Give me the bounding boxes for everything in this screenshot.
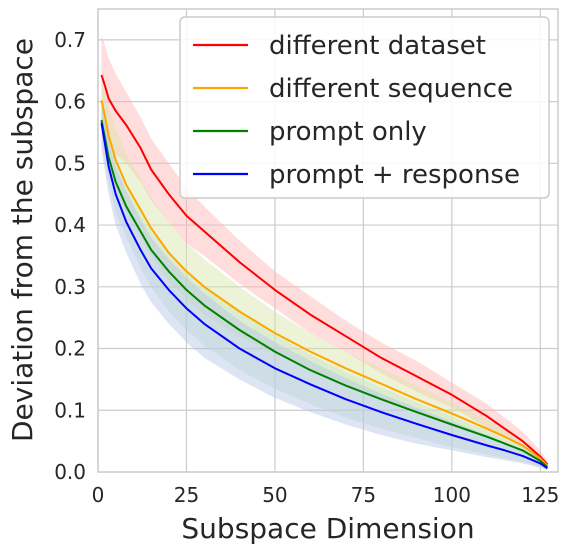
series-line-3 xyxy=(100,123,548,470)
x-tick-label: 0 xyxy=(92,483,105,507)
legend-label-2: prompt only xyxy=(269,117,427,147)
y-tick-labels: 0.0 0.1 0.2 0.3 0.4 0.5 0.6 0.7 xyxy=(54,28,86,484)
legend-label-3: prompt + response xyxy=(269,160,520,190)
legend-label-1: different sequence xyxy=(269,74,513,104)
y-axis-label: Deviation from the subspace xyxy=(6,38,39,442)
series-band-2 xyxy=(101,101,548,470)
series-band-1 xyxy=(101,76,548,468)
x-axis-label: Subspace Dimension xyxy=(181,512,474,545)
y-tick-label: 0.4 xyxy=(54,213,86,237)
y-tick-label: 0.0 xyxy=(54,460,86,484)
series-line-1 xyxy=(100,100,549,467)
y-tick-label: 0.5 xyxy=(54,151,86,175)
legend: different dataset different sequence promp… xyxy=(179,16,550,199)
x-tick-label: 125 xyxy=(521,483,559,507)
x-tick-label: 100 xyxy=(433,483,471,507)
series-band-3 xyxy=(101,104,548,471)
x-tick-label: 25 xyxy=(174,483,199,507)
series-line-2 xyxy=(100,119,549,468)
plot-frame xyxy=(97,8,559,473)
x-tick-label: 50 xyxy=(262,483,287,507)
confidence-bands xyxy=(101,33,548,471)
y-tick-label: 0.2 xyxy=(54,337,86,361)
y-tick-label: 0.3 xyxy=(54,275,86,299)
y-tick-label: 0.1 xyxy=(54,398,86,422)
x-tick-labels: 0 25 50 75 100 125 xyxy=(92,483,560,507)
legend-label-0: different dataset xyxy=(269,31,486,61)
y-tick-label: 0.7 xyxy=(54,28,86,52)
series-lines xyxy=(100,74,549,470)
series-line-0 xyxy=(100,74,549,466)
x-tick-label: 75 xyxy=(351,483,376,507)
series-band-0 xyxy=(101,33,548,468)
y-tick-label: 0.6 xyxy=(54,90,86,114)
legend-box xyxy=(179,16,550,199)
